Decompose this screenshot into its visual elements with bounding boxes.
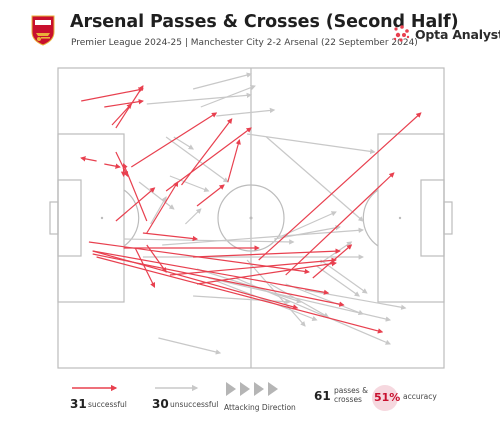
unsuccessful-pass-arrow — [216, 107, 276, 117]
legend-successful-count: 31 — [70, 397, 87, 411]
accuracy-badge — [372, 385, 398, 411]
unsuccessful-pass-arrow — [266, 136, 364, 222]
successful-pass-arrow — [196, 184, 225, 207]
right-penalty-spot — [398, 216, 402, 220]
successful-pass-arrow — [134, 247, 156, 288]
successful-pass-arrow — [193, 248, 341, 258]
total-count: 61 — [314, 389, 331, 403]
successful-pass-arrow — [146, 181, 179, 234]
unsuccessful-pass-arrow — [246, 259, 306, 327]
unsuccessful-pass-arrow — [162, 227, 364, 246]
accuracy-value: 51% — [374, 391, 401, 404]
unsuccessful-pass-arrow — [235, 277, 391, 345]
centre-spot — [249, 216, 253, 220]
legend-successful-label: successful — [88, 400, 127, 409]
opta-brand-icon — [393, 25, 410, 42]
successful-passes — [80, 85, 422, 334]
unsuccessful-pass-arrow — [304, 289, 407, 310]
successful-pass-arrow — [115, 85, 144, 129]
brand-logo: Opta Analyst — [392, 24, 500, 44]
chart-subtitle: Premier League 2024-25 | Manchester City… — [71, 38, 418, 48]
successful-pass-arrow — [96, 256, 384, 334]
successful-pass-arrow — [227, 138, 241, 183]
total-label: passes & crosses — [334, 386, 368, 404]
header: Arsenal Passes & Crosses (Second Half) P… — [0, 0, 500, 60]
unsuccessful-pass-arrow — [158, 337, 222, 355]
chart-title: Arsenal Passes & Crosses (Second Half) — [70, 12, 459, 32]
successful-pass-arrow — [142, 232, 199, 242]
unsuccessful-pass-arrow — [173, 136, 195, 150]
successful-pass-arrow — [104, 98, 144, 108]
right-six-yard-box — [420, 179, 445, 257]
successful-pass-arrow — [92, 250, 299, 310]
successful-pass-arrow — [181, 118, 233, 186]
legend-unsuccessful-count: 30 — [152, 397, 169, 411]
total-label-line2: crosses — [334, 395, 362, 404]
unsuccessful-pass-arrow — [281, 211, 337, 237]
successful-pass-arrow — [115, 151, 129, 177]
unsuccessful-pass-arrow — [138, 181, 175, 210]
centre-circle — [217, 184, 285, 252]
unsuccessful-pass-arrow — [285, 283, 364, 315]
unsuccessful-pass-arrow — [316, 265, 360, 297]
successful-pass-arrow — [130, 112, 218, 168]
legend-unsuccessful-label: unsuccessful — [170, 400, 219, 409]
total-label-line1: passes & — [334, 386, 368, 395]
right-penalty-area — [377, 133, 445, 303]
successful-pass-arrow — [165, 127, 252, 192]
left-penalty-arc — [123, 189, 140, 247]
unsuccessful-pass-arrow — [150, 196, 167, 225]
brand-name: Opta Analyst — [415, 26, 500, 42]
legend: 31 successful 30 unsuccessful Attacking … — [0, 375, 500, 435]
left-penalty-spot — [100, 216, 104, 220]
attacking-direction-icon — [226, 382, 278, 396]
right-penalty-arc — [362, 189, 379, 247]
unsuccessful-pass-arrow — [247, 133, 376, 155]
unsuccessful-pass-arrow — [169, 175, 210, 192]
successful-pass-arrow — [80, 156, 97, 162]
successful-pass-arrow — [285, 172, 395, 276]
unsuccessful-pass-arrow — [123, 238, 295, 245]
unsuccessful-pass-arrow — [165, 136, 229, 183]
successful-pass-arrow — [312, 244, 353, 279]
unsuccessful-pass-arrow — [270, 283, 330, 318]
successful-pass-arrow — [146, 244, 167, 273]
successful-pass-arrow — [104, 163, 121, 169]
unsuccessful-pass-arrow — [274, 225, 341, 240]
successful-pass-arrow — [115, 187, 156, 222]
unsuccessful-pass-arrow — [193, 295, 291, 305]
successful-pass-arrow — [258, 112, 422, 261]
right-goal — [443, 201, 453, 235]
successful-pass-arrow — [196, 260, 337, 285]
left-goal — [49, 201, 59, 235]
unsuccessful-pass-arrow — [184, 208, 202, 225]
successful-pass-arrow — [81, 87, 144, 102]
successful-pass-arrow — [169, 257, 337, 276]
successful-pass-arrow — [92, 250, 330, 295]
pitch-markings — [49, 67, 453, 369]
unsuccessful-pass-arrow — [200, 85, 256, 108]
accuracy-label: accuracy — [403, 392, 437, 401]
left-six-yard-box — [57, 179, 82, 257]
left-penalty-area — [57, 133, 125, 303]
arsenal-crest-icon — [31, 15, 55, 46]
successful-pass-arrow — [122, 162, 148, 222]
unsuccessful-pass-arrow — [320, 241, 353, 264]
unsuccessful-pass-arrow — [146, 92, 253, 105]
successful-pass-arrow — [111, 103, 133, 126]
unsuccessful-pass-arrow — [192, 72, 253, 90]
attacking-direction-label: Attacking Direction — [224, 403, 296, 412]
